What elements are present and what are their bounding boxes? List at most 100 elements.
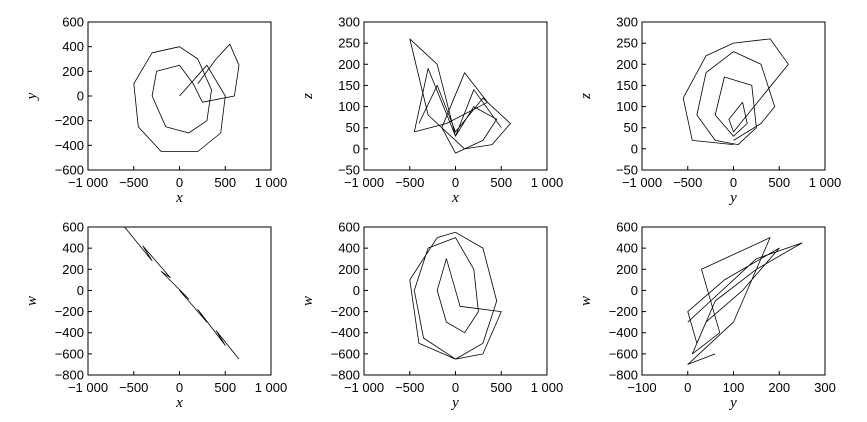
y-tick-label: 0 [77,283,84,298]
y-tick-label: −400 [609,325,638,340]
trajectory [687,237,803,365]
y-tick-label: 250 [338,36,360,51]
y-tick-label: 200 [62,262,84,277]
y-axis-label: z [300,93,316,100]
x-tick-label: 0 [452,175,459,190]
x-tick-label: 500 [214,175,236,190]
x-tick-label: 100 [723,380,745,395]
x-tick-label: 0 [176,175,183,190]
x-tick-label: −100 [627,380,656,395]
y-axis-label: w [578,296,594,306]
x-tick-label: −1 000 [622,175,662,190]
panel: −1 000 −500 0 500 1 000 −800 −600 −400 −200 0 200 4… [300,220,563,412]
y-tick-label: −800 [331,368,360,383]
x-tick-label: 1 000 [255,380,288,395]
y-tick-label: 600 [616,220,638,235]
x-tick-label: −500 [395,175,424,190]
y-tick-label: −600 [331,346,360,361]
panel: −1 000 −500 0 500 1 000 −600 −400 −200 0 200 400 60… [24,15,287,207]
panel: −1 000 −500 0 500 1 000−50050100150200250300… [300,15,563,207]
x-axis-label: y [450,395,459,411]
x-tick-label: 1 000 [255,175,288,190]
y-tick-label: 400 [62,39,84,54]
x-tick-label: 1 000 [531,175,564,190]
y-tick-label: 200 [338,262,360,277]
y-axis-label: w [24,296,40,306]
panel: −1 000 −500 0 500 1 000−50050100150200250300… [578,15,841,207]
plot-frame [641,226,826,376]
y-tick-label: −50 [338,163,360,178]
x-tick-label: 500 [768,175,790,190]
y-tick-label: 300 [616,15,638,30]
trajectory [409,38,511,154]
y-tick-label: 400 [616,241,638,256]
x-axis-label: x [175,395,183,411]
x-axis-label: x [451,190,459,206]
x-tick-label: 500 [214,380,236,395]
x-tick-label: 500 [490,175,512,190]
x-tick-label: 300 [814,380,836,395]
y-tick-label: 150 [616,78,638,93]
y-tick-label: 100 [338,99,360,114]
y-axis-label: w [300,296,316,306]
y-axis-label: z [578,93,594,100]
y-tick-label: 250 [616,36,638,51]
x-tick-label: 0 [176,380,183,395]
x-tick-label: −500 [395,380,424,395]
y-tick-label: −600 [55,163,84,178]
y-tick-label: −800 [609,368,638,383]
y-tick-label: 600 [62,15,84,30]
y-tick-label: 50 [624,120,638,135]
y-tick-label: −800 [55,368,84,383]
y-tick-label: −600 [609,346,638,361]
x-tick-label: −500 [119,175,148,190]
y-tick-label: −200 [55,113,84,128]
trajectory [682,38,789,145]
y-tick-label: 200 [338,57,360,72]
x-axis-label: x [175,190,183,206]
y-tick-label: 50 [346,120,360,135]
y-tick-label: 400 [338,241,360,256]
panel: −100 0 100 200 300 −800 −600 −400 −200 0 200 400 600… [578,220,836,412]
x-tick-label: 500 [490,380,512,395]
y-tick-label: −600 [55,346,84,361]
y-tick-label: 300 [338,15,360,30]
y-tick-label: −50 [616,163,638,178]
y-tick-label: 0 [77,89,84,104]
y-tick-label: 200 [616,262,638,277]
y-tick-label: 200 [616,57,638,72]
panel: −1 000 −500 0 500 1 000 −800 −600 −400 −200 0 200 4… [24,220,287,412]
x-tick-label: 0 [452,380,459,395]
y-tick-label: 200 [62,64,84,79]
y-tick-label: −200 [331,304,360,319]
x-tick-label: 0 [684,380,691,395]
x-tick-label: 0 [730,175,737,190]
y-tick-label: −400 [55,138,84,153]
y-tick-label: 0 [631,141,638,156]
trajectory [133,43,240,152]
y-tick-label: 600 [338,220,360,235]
x-tick-label: −1 000 [344,175,384,190]
x-tick-label: −500 [673,175,702,190]
x-tick-label: 200 [768,380,790,395]
y-tick-label: −400 [331,325,360,340]
y-tick-label: −200 [55,304,84,319]
plot-frame [641,21,826,171]
x-tick-label: 1 000 [809,175,842,190]
x-axis-label: y [728,190,737,206]
y-tick-label: 0 [353,141,360,156]
y-tick-label: 0 [353,283,360,298]
plot-frame [363,21,548,171]
y-tick-label: 150 [338,78,360,93]
x-tick-label: −1 000 [68,380,108,395]
x-tick-label: −1 000 [68,175,108,190]
y-tick-label: −200 [609,304,638,319]
y-axis-label: y [24,92,40,101]
trajectory [409,231,502,360]
y-tick-label: 0 [631,283,638,298]
x-tick-label: 1 000 [531,380,564,395]
y-tick-label: 400 [62,241,84,256]
trajectory [124,226,240,360]
plot-frame [363,226,548,376]
